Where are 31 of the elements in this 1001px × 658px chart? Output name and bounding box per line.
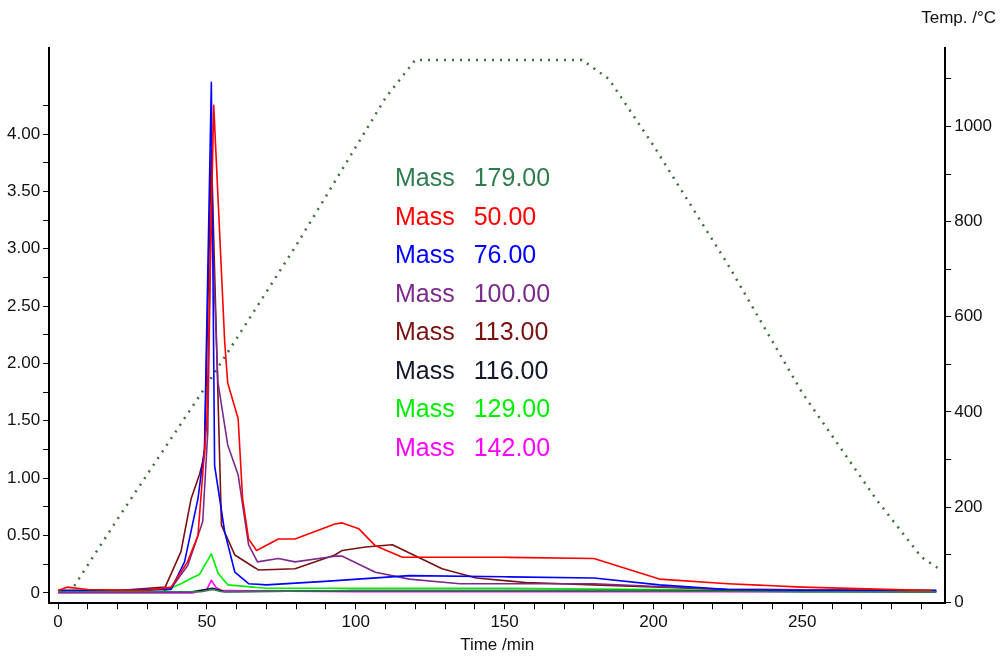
y-tick-label: 1.50 (6, 410, 41, 430)
x-tick-label: 0 (53, 612, 63, 632)
y-tick-label: 3.50 (6, 181, 41, 201)
y2-tick-label: 200 (954, 496, 983, 516)
x-tick-label: 200 (639, 612, 668, 632)
y2-tick-label: 1000 (954, 116, 993, 136)
x-tick-label: 150 (490, 612, 519, 632)
text: Mass 76.00 (395, 239, 538, 270)
text: Mass 50.00 (395, 200, 538, 232)
y-tick-label: 2.50 (6, 295, 41, 315)
y2-tick-label: 600 (954, 306, 983, 326)
text: Mass 129.00 (395, 393, 551, 424)
x-tick-label: 250 (788, 612, 817, 632)
y-tick-label: 4.00 (6, 123, 41, 143)
x-tick-label: 100 (341, 612, 370, 632)
x-axis-title: Time /min (460, 635, 535, 655)
y-tick-label: 2.00 (6, 353, 41, 373)
y-tick-label: 1.00 (6, 467, 41, 487)
y2-tick-label: 400 (954, 401, 983, 421)
text: Mass 113.00 (395, 316, 550, 347)
y2-axis-title: Temp. /°C (921, 8, 996, 28)
x-tick-label: 50 (197, 612, 217, 632)
y2-tick-label: 800 (954, 211, 983, 231)
text: Mass 142.00 (395, 431, 551, 463)
text: Mass 100.00 (395, 277, 551, 309)
y2-tick-label: 0 (954, 591, 964, 611)
y-tick-label: 0 (30, 582, 41, 602)
y-tick-label: 0.50 (6, 525, 41, 545)
y-tick-label: 3.00 (6, 238, 41, 258)
text: Mass 179.00 (395, 162, 551, 193)
text: Mass 116.00 (395, 354, 550, 386)
